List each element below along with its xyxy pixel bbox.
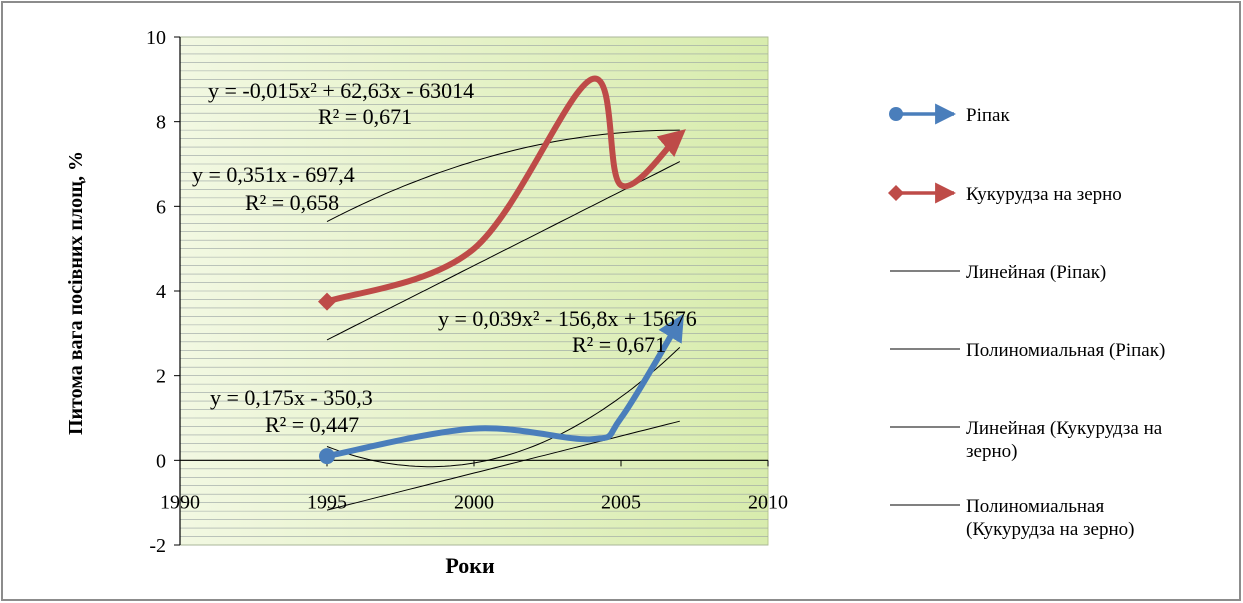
trendlines xyxy=(326,129,681,511)
y-tick-label: 4 xyxy=(156,281,166,303)
legend-label: Линейная (Ріпак) xyxy=(966,262,1106,283)
gridlines xyxy=(180,36,768,546)
trendline xyxy=(326,420,680,511)
trendline xyxy=(326,161,681,341)
trend-equation: y = 0,175x - 350,3 xyxy=(210,385,373,410)
trend-equation: y = 0,351x - 697,4 xyxy=(192,162,355,187)
y-tick-label: 10 xyxy=(146,27,166,49)
trend-equation: y = 0,039x² - 156,8x + 15676 xyxy=(438,306,697,331)
trend-r-squared: R² = 0,447 xyxy=(265,412,359,437)
legend-marker xyxy=(888,185,904,201)
legend-label: Ріпак xyxy=(966,105,1010,126)
axes xyxy=(174,36,769,546)
trend-r-squared: R² = 0,671 xyxy=(318,104,412,129)
legend-label: Линейная (Кукурудза на xyxy=(966,418,1163,439)
series-line xyxy=(324,75,686,305)
legend-label: (Кукурудза на зерно) xyxy=(966,519,1134,540)
legend-label: Кукурудза на зерно xyxy=(966,184,1122,205)
x-tick-label: 2000 xyxy=(454,491,494,513)
trend-equation: y = -0,015x² + 62,63x - 63014 xyxy=(208,78,474,103)
y-tick-label: 2 xyxy=(156,366,166,388)
x-tick-label: 2005 xyxy=(601,491,641,513)
legend-label: зерно) xyxy=(966,441,1017,462)
series-marker xyxy=(319,448,335,465)
y-tick-label: 0 xyxy=(156,450,166,472)
y-tick-label: 8 xyxy=(156,112,166,134)
trendline xyxy=(326,347,681,468)
trend-r-squared: R² = 0,671 xyxy=(572,332,666,357)
series-marker xyxy=(318,292,336,311)
legend-label: Полиномиальная xyxy=(966,496,1104,517)
y-tick-label: 6 xyxy=(156,196,166,218)
y-tick-label: -2 xyxy=(149,535,166,557)
trendline xyxy=(326,129,680,223)
trend-r-squared: R² = 0,658 xyxy=(245,190,339,215)
x-axis-title: Роки xyxy=(445,553,495,578)
y-axis-title: Питома вага посівних площ, % xyxy=(65,151,87,435)
legend: Ріпак Кукурудза на зерно Линейная (Ріпак) П… xyxy=(888,103,1165,540)
data-series xyxy=(318,75,686,465)
x-tick-label: 2010 xyxy=(748,491,788,513)
legend-marker xyxy=(889,107,903,121)
series-line xyxy=(324,313,684,460)
x-tick-label: 1990 xyxy=(160,491,200,513)
legend-label: Полиномиальная (Ріпак) xyxy=(966,340,1165,361)
